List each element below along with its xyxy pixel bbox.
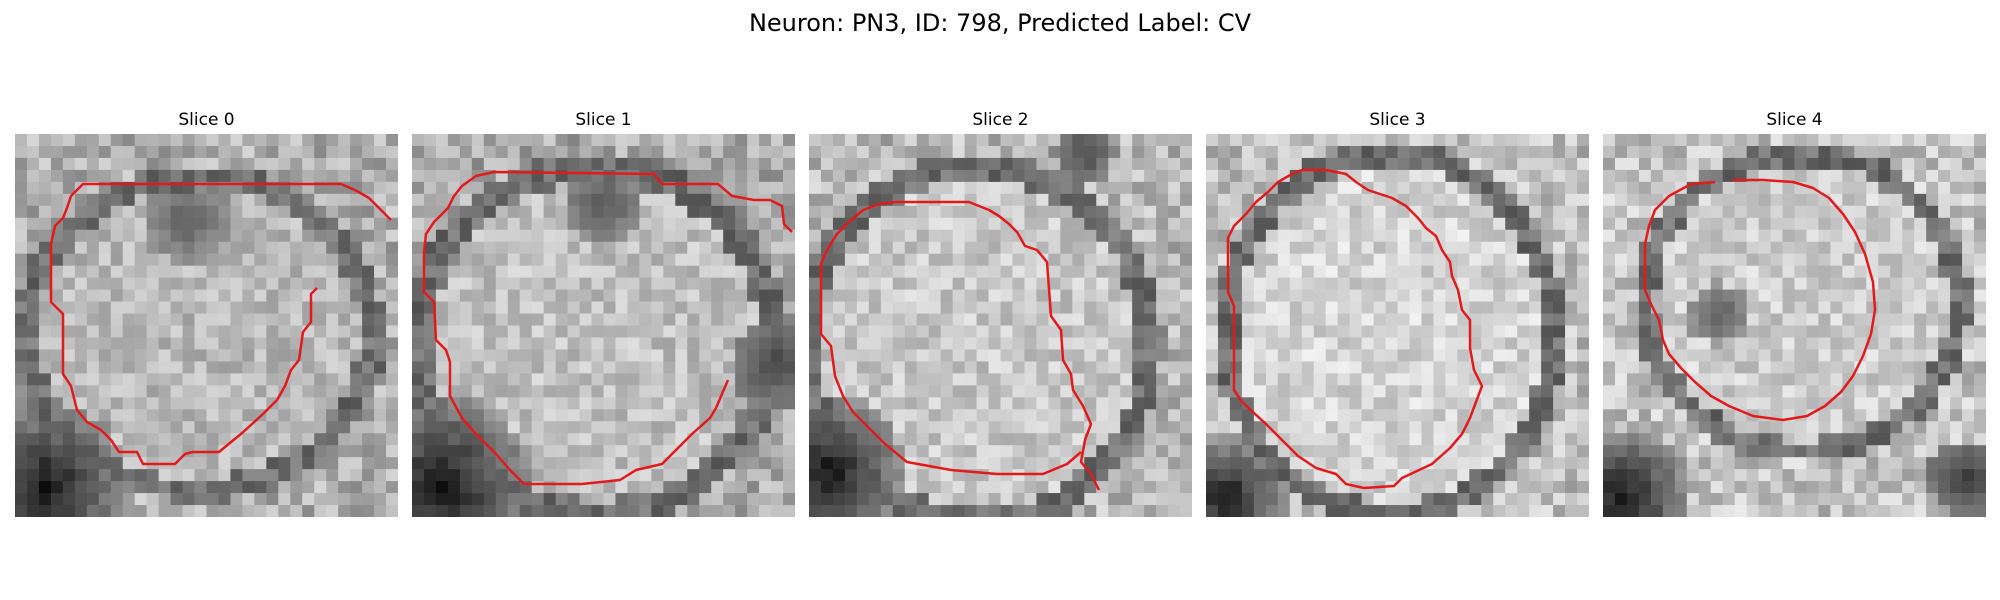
figure-title: Neuron: PN3, ID: 798, Predicted Label: C…: [748, 9, 1252, 37]
slice-image-3: [1206, 134, 1589, 517]
segmentation-contour: [1643, 178, 1877, 422]
slice-title-4: Slice 4: [1766, 110, 1823, 130]
slice-panel-4: Slice 4: [1603, 108, 1986, 517]
segmentation-contour: [1226, 168, 1484, 490]
pixel-grid: [1603, 134, 1986, 517]
segmentation-contour: [819, 200, 1101, 491]
slice-image-1: [412, 134, 795, 517]
pixel-grid: [809, 134, 1192, 517]
slice-panel-2: Slice 2: [809, 108, 1192, 517]
pixel-grid: [412, 134, 795, 517]
slice-title-3: Slice 3: [1369, 110, 1426, 130]
segmentation-contour: [49, 182, 392, 466]
slice-title-2: Slice 2: [972, 110, 1029, 130]
pixel-grid: [15, 134, 398, 517]
slice-panel-0: Slice 0: [15, 108, 398, 517]
slice-title-1: Slice 1: [575, 110, 632, 130]
slice-image-2: [809, 134, 1192, 517]
slice-panel-1: Slice 1: [412, 108, 795, 517]
segmentation-contour: [422, 170, 793, 486]
slice-title-0: Slice 0: [178, 110, 235, 130]
slice-panel-3: Slice 3: [1206, 108, 1589, 517]
slice-image-4: [1603, 134, 1986, 517]
pixel-grid: [1206, 134, 1589, 517]
slice-image-0: [15, 134, 398, 517]
